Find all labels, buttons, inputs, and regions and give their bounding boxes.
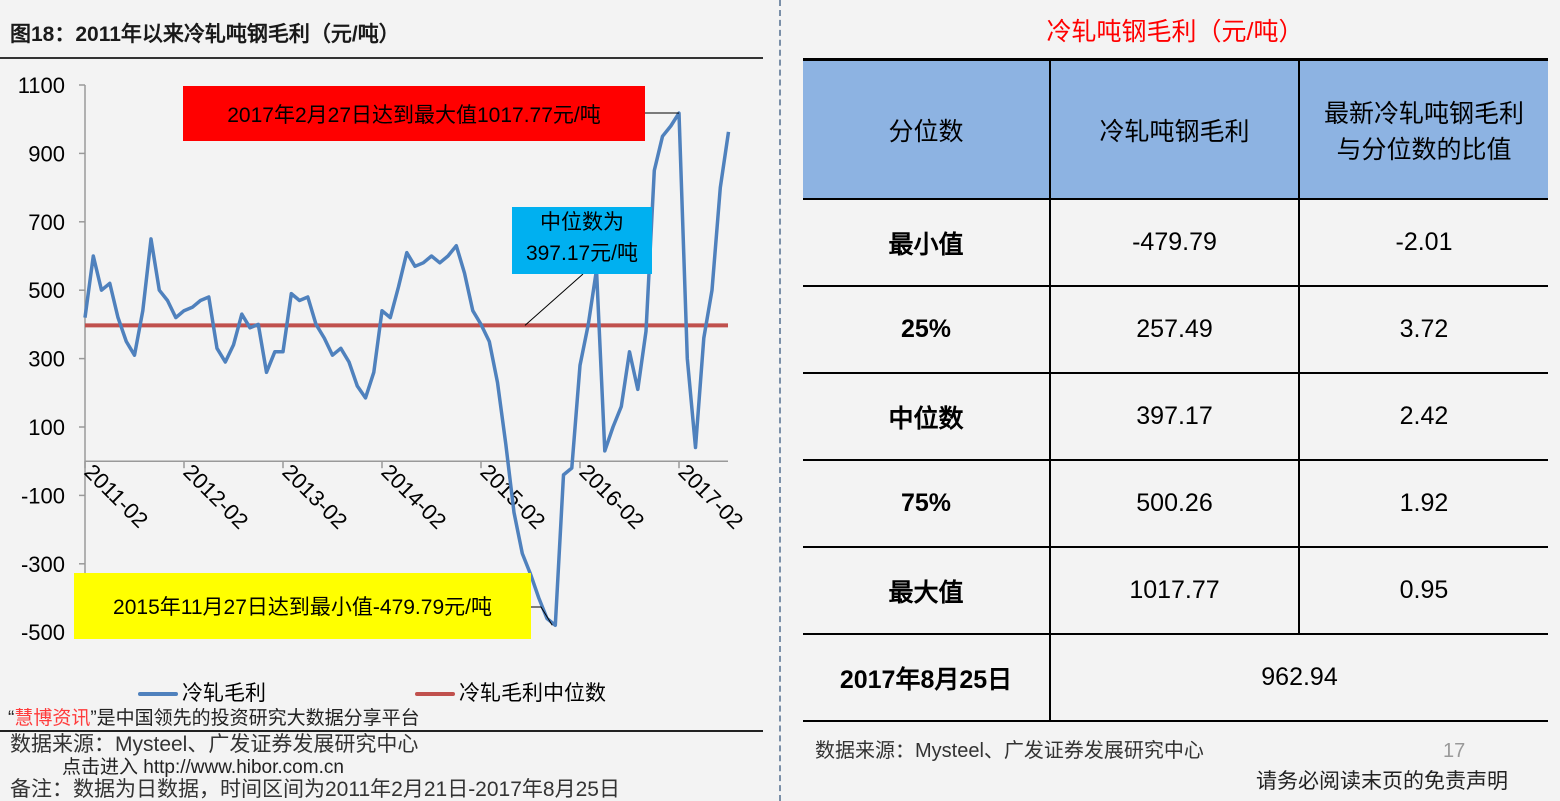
x-tick-label: 2011-02: [79, 459, 153, 533]
min-leader-line: [531, 606, 553, 626]
remark-note: 备注：数据为日数据，时间区间为2011年2月21日-2017年8月25日: [10, 778, 620, 801]
row-label: 最大值: [803, 547, 1051, 635]
latest-value: 962.94: [1049, 634, 1548, 722]
x-tick-label: 2012-02: [178, 459, 253, 534]
row-ratio: 3.72: [1298, 286, 1548, 374]
figure-bottom-rule: [0, 730, 763, 732]
latest-date: 2017年8月25日: [803, 634, 1051, 722]
table-row: 中位数 397.17 2.42: [803, 373, 1548, 461]
table-header-row: 分位数 冷轧吨钢毛利 最新冷轧吨钢毛利 与分位数的比值: [803, 58, 1548, 200]
row-ratio: 0.95: [1298, 547, 1548, 635]
legend-item-median: 冷轧毛利中位数: [415, 682, 606, 706]
table-row: 最大值 1017.77 0.95: [803, 547, 1548, 635]
row-ratio: 2.42: [1298, 373, 1548, 461]
legend-label: 冷轧毛利中位数: [459, 682, 606, 705]
row-label: 75%: [803, 460, 1051, 548]
column-divider: [779, 0, 781, 801]
row-label: 最小值: [803, 199, 1051, 287]
x-tick-label: 2016-02: [574, 459, 649, 534]
header-margin: 冷轧吨钢毛利: [1049, 58, 1300, 200]
row-label: 中位数: [803, 373, 1051, 461]
figure-top-rule: [0, 57, 763, 59]
row-ratio: 1.92: [1298, 460, 1548, 548]
table-row: 25% 257.49 3.72: [803, 286, 1548, 374]
legend-item-series: 冷轧毛利: [138, 682, 266, 706]
row-label: 25%: [803, 286, 1051, 374]
y-tick-label: 1100: [18, 73, 65, 98]
median-annotation-line2: 397.17元/吨: [525, 242, 639, 265]
y-tick-label: -100: [21, 483, 65, 508]
y-tick-label: 700: [28, 210, 65, 235]
row-value: 500.26: [1049, 460, 1300, 548]
y-tick-label: -300: [21, 552, 65, 577]
table-source-note: 数据来源：Mysteel、广发证券发展研究中心: [815, 740, 1204, 762]
legend-swatch-red: [415, 692, 455, 696]
row-value: 257.49: [1049, 286, 1300, 374]
disclaimer-link[interactable]: 请务必阅读末页的免责声明: [1256, 770, 1508, 793]
table-row: 75% 500.26 1.92: [803, 460, 1548, 548]
promo-rest: ”是中国领先的投资研究大数据分享平台: [90, 708, 420, 729]
row-value: -479.79: [1049, 199, 1300, 287]
quote: “: [8, 708, 15, 729]
y-tick-label: 300: [28, 347, 65, 372]
row-value: 1017.77: [1049, 547, 1300, 635]
header-ratio-line2: 与分位数的比值: [1336, 135, 1512, 164]
table-row: 最小值 -479.79 -2.01: [803, 199, 1548, 287]
x-tick-label: 2017-02: [673, 459, 748, 534]
page-number: 17: [1443, 740, 1466, 762]
median-annotation: 中位数为 397.17元/吨: [512, 207, 652, 274]
y-tick-label: -500: [21, 620, 65, 645]
row-value: 397.17: [1049, 373, 1300, 461]
header-ratio-line1: 最新冷轧吨钢毛利: [1323, 99, 1524, 128]
promo-brand[interactable]: 慧博资讯: [14, 708, 91, 729]
hibor-link[interactable]: 点击进入 http://www.hibor.com.cn: [62, 757, 344, 778]
y-tick-label: 900: [28, 141, 65, 166]
header-quantile: 分位数: [803, 58, 1051, 200]
y-tick-label: 500: [28, 278, 65, 303]
series-line: [83, 111, 731, 628]
y-tick-label: 100: [28, 415, 65, 440]
table-row-latest: 2017年8月25日 962.94: [803, 634, 1548, 722]
median-annotation-line1: 中位数为: [540, 211, 624, 234]
max-annotation: 2017年2月27日达到最大值1017.77元/吨: [183, 86, 645, 141]
min-annotation: 2015年11月27日达到最小值-479.79元/吨: [74, 573, 531, 639]
table-title: 冷轧吨钢毛利（元/吨）: [1046, 18, 1304, 46]
x-tick-label: 2013-02: [277, 459, 352, 534]
figure-title: 图18：2011年以来冷轧吨钢毛利（元/吨）: [10, 23, 400, 46]
source-note: 数据来源：Mysteel、广发证券发展研究中心: [10, 733, 419, 756]
legend-swatch-blue: [138, 692, 178, 696]
legend-label: 冷轧毛利: [182, 682, 266, 705]
x-tick-label: 2014-02: [376, 459, 451, 534]
row-ratio: -2.01: [1298, 199, 1548, 287]
header-ratio: 最新冷轧吨钢毛利 与分位数的比值: [1298, 58, 1548, 200]
quantile-table: 分位数 冷轧吨钢毛利 最新冷轧吨钢毛利 与分位数的比值 最小值 -479.79 -2.…: [803, 58, 1548, 722]
line-chart: 1100 900 700 500 300 100 -100 -300 -500 2011-02 20…: [18, 73, 749, 645]
median-leader-line: [524, 273, 584, 326]
promo-text: “慧博资讯”是中国领先的投资研究大数据分享平台: [8, 708, 420, 729]
